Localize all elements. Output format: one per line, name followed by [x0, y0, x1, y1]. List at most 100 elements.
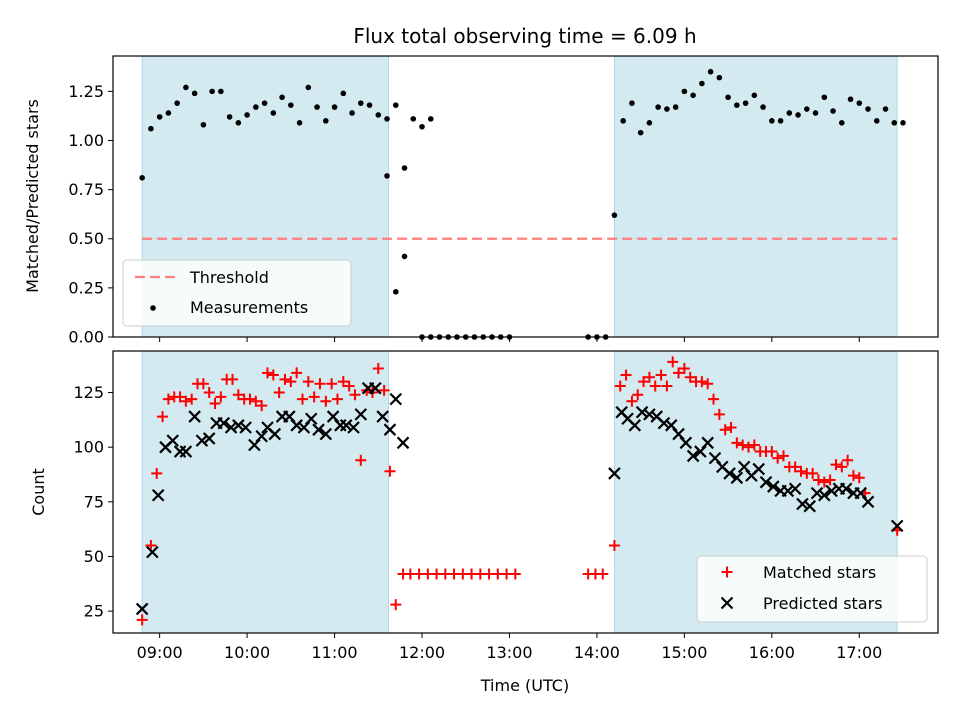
- measurement-point: [331, 104, 338, 110]
- matched-star-point: [314, 378, 326, 390]
- predicted-star-point: [376, 410, 389, 423]
- predicted-star-point: [788, 482, 802, 495]
- predicted-star-point: [643, 408, 656, 421]
- axes-frame: [112, 350, 939, 634]
- measurement-point: [235, 120, 242, 126]
- matched-star-point: [262, 367, 274, 379]
- predicted-star-point: [767, 480, 780, 493]
- measurement-point: [629, 100, 635, 106]
- matched-star-point: [795, 465, 807, 477]
- predicted-star-point: [354, 408, 368, 421]
- bottom-y-axis-label: Count: [29, 468, 48, 516]
- measurement-point: [165, 110, 172, 116]
- measurement-point: [191, 90, 198, 97]
- measurement-point: [305, 84, 312, 91]
- matched-star-point: [197, 378, 209, 390]
- matched-star-point: [215, 391, 227, 403]
- measurement-point: [139, 175, 145, 181]
- matched-star-point: [285, 376, 297, 388]
- x-tick-label: 15:00: [661, 643, 707, 662]
- predicted-star-point: [255, 429, 268, 443]
- matched-star-point: [748, 439, 760, 451]
- measurement-point: [838, 120, 845, 126]
- measurement-point: [655, 104, 661, 110]
- shaded-region: [142, 351, 389, 633]
- y-tick-label: 50: [84, 547, 104, 566]
- matched-star-point: [608, 540, 620, 552]
- measurement-point: [419, 123, 425, 130]
- matched-star-point: [291, 367, 303, 379]
- matched-star-point: [789, 461, 801, 473]
- measurement-point: [795, 112, 801, 118]
- legend: Threshold Measurements: [122, 259, 352, 327]
- top-y-axis-label: Matched/Predicted stars: [23, 99, 42, 293]
- matched-star-point: [824, 474, 836, 486]
- y-tick-label: 125: [73, 383, 104, 402]
- matched-star-point: [667, 356, 679, 368]
- predicted-star-point: [389, 392, 403, 406]
- matched-star-point: [713, 408, 725, 420]
- matched-star-point: [649, 380, 661, 392]
- predicted-star-point: [890, 519, 904, 533]
- predicted-star-point: [861, 495, 875, 509]
- measurement-point: [279, 94, 285, 101]
- legend: Matched stars Predicted stars: [696, 555, 928, 623]
- legend-box: [122, 259, 352, 327]
- predicted-star-point: [796, 497, 809, 511]
- measurement-point: [611, 212, 618, 218]
- measurement-point: [392, 289, 399, 295]
- matched-star-point: [678, 362, 690, 374]
- matched-star-point: [162, 393, 174, 405]
- matched-star-point: [830, 459, 842, 471]
- predicted-star-point: [723, 467, 736, 480]
- matched-star-point: [273, 387, 285, 399]
- measurement-point: [734, 102, 740, 108]
- measurement-point: [218, 88, 224, 95]
- measurement-point: [375, 112, 382, 118]
- y-tick-label: 100: [73, 438, 104, 457]
- predicted-star-point: [268, 427, 282, 441]
- measurement-point: [148, 125, 154, 132]
- matched-star-point: [725, 422, 737, 434]
- predicted-star-point: [202, 432, 216, 445]
- measurement-point: [830, 108, 836, 114]
- matched-star-point: [743, 441, 755, 453]
- matched-star-point: [597, 568, 609, 580]
- predicted-star-point: [188, 410, 201, 423]
- measurement-point: [410, 116, 417, 122]
- matched-star-point: [296, 393, 308, 405]
- measurement-point: [323, 118, 329, 124]
- matched-star-point: [372, 362, 384, 374]
- predicted-star-point: [781, 484, 795, 498]
- measurement-point: [804, 106, 810, 112]
- matched-star-point: [807, 467, 819, 479]
- predicted-star-point: [679, 436, 693, 450]
- matched-star-point: [227, 373, 239, 385]
- measurement-point: [200, 121, 207, 128]
- measurement-point: [392, 102, 399, 108]
- matched-star-point: [378, 384, 390, 396]
- predicted-star-point: [701, 436, 714, 450]
- matched-star-point: [256, 400, 268, 412]
- measurement-point: [183, 84, 189, 91]
- matched-star-point: [708, 393, 720, 405]
- x-tick-label: 13:00: [486, 643, 532, 662]
- measurement-point: [209, 88, 215, 95]
- matched-star-point: [655, 369, 667, 381]
- y-tick-label: 1.25: [68, 82, 104, 101]
- matched-star-point: [186, 393, 198, 405]
- predicted-star-point: [195, 434, 209, 447]
- measurement-point: [699, 80, 705, 87]
- chart-title: Flux total observing time = 6.09 h: [353, 24, 696, 48]
- matched-star-point: [812, 474, 824, 486]
- measurement-point: [847, 96, 854, 103]
- matched-star-point: [151, 467, 163, 479]
- measurement-point: [690, 92, 696, 99]
- axes-frame: [112, 55, 939, 338]
- predicted-star-point: [146, 545, 159, 559]
- matched-star-point: [302, 376, 314, 388]
- y-tick-label: 0.75: [68, 180, 104, 199]
- measurement-point: [742, 100, 749, 106]
- predicted-star-point: [239, 421, 252, 434]
